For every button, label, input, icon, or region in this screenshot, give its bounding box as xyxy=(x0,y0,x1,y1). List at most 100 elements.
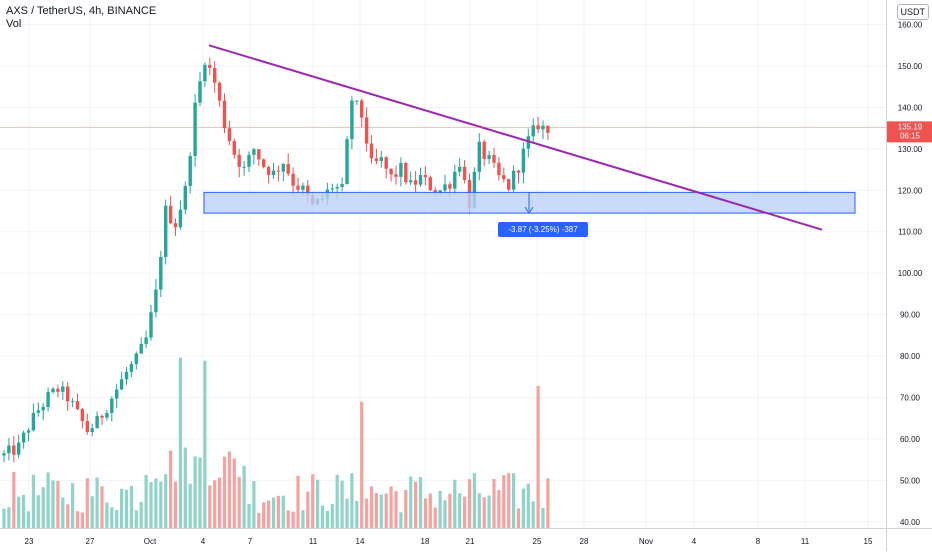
volume-bar xyxy=(546,478,550,528)
volume-bar xyxy=(296,475,300,528)
volume-bar xyxy=(291,511,295,528)
candle-body xyxy=(472,171,477,209)
candle-body xyxy=(546,125,550,133)
volume-bar xyxy=(541,507,545,528)
volume-bar xyxy=(276,495,280,528)
price-tick-label: 160.00 xyxy=(898,21,923,30)
candle-body xyxy=(110,398,114,413)
volume-bar xyxy=(281,495,285,528)
candlestick-chart[interactable]: -3.87 (-3.25%) -387 xyxy=(0,0,886,528)
volume-indicator-label[interactable]: Vol xyxy=(6,18,22,30)
volume-bar xyxy=(134,510,138,528)
trendline xyxy=(208,44,823,231)
volume-bar xyxy=(453,479,457,528)
candle-body xyxy=(423,175,428,178)
candle-body xyxy=(482,141,486,159)
currency-button[interactable]: USDT xyxy=(896,4,929,20)
time-tick-label: 7 xyxy=(248,537,253,546)
volume-bar xyxy=(26,511,31,528)
volume-bar xyxy=(369,486,374,528)
volume-bar xyxy=(340,480,344,528)
candle-body xyxy=(526,136,530,149)
candle-body xyxy=(340,184,344,187)
volume-bar xyxy=(178,357,182,528)
volume-bar xyxy=(428,493,432,528)
candle-body xyxy=(95,415,99,429)
volume-bar xyxy=(61,497,65,528)
time-tick-label: 23 xyxy=(25,537,34,546)
volume-bar xyxy=(399,512,403,528)
volume-bar xyxy=(252,481,256,528)
measure-label-bg xyxy=(498,222,588,237)
candle-body xyxy=(159,256,163,290)
time-axis[interactable]: 23 27 Oct 4 7 11 14 18 21 25 28 Nov 4 8 11 15 xyxy=(0,528,886,551)
chart-area[interactable]: -3.87 (-3.25%) -387 AXS / TetherUS, 4h, … xyxy=(0,0,886,528)
candle-body xyxy=(85,421,89,433)
time-tick-label: 4 xyxy=(692,537,697,546)
axis-corner xyxy=(886,528,932,551)
volume-bar xyxy=(379,494,383,528)
candle-body xyxy=(115,389,119,399)
volume-bar xyxy=(232,458,236,528)
volume-bar xyxy=(237,476,241,528)
volume-bar xyxy=(418,477,423,528)
volume-bar xyxy=(487,495,491,528)
volume-bar xyxy=(531,501,535,528)
candle-body xyxy=(26,430,31,433)
volume-bar xyxy=(355,500,359,528)
volume-bar xyxy=(482,497,486,528)
volume-bar xyxy=(12,471,16,528)
volume-bar xyxy=(115,510,119,528)
candle-body xyxy=(2,453,6,456)
candle-body xyxy=(438,190,442,192)
price-tick-label: 100.00 xyxy=(898,269,923,278)
volume-bar xyxy=(365,498,369,528)
volume-bar xyxy=(345,498,349,528)
candle-body xyxy=(266,167,271,176)
candle-body xyxy=(276,170,281,172)
volume-bar xyxy=(325,510,329,528)
measure-label: -3.87 (-3.25%) -387 xyxy=(498,222,588,237)
volume-bar xyxy=(443,500,447,528)
volume-bar xyxy=(512,473,516,528)
symbol-title: AXS / TetherUS, 4h, BINANCE xyxy=(6,5,157,17)
volume-bar xyxy=(2,508,6,528)
volume-bar xyxy=(213,480,217,528)
volume-bar xyxy=(316,479,320,528)
price-tick-label: 150.00 xyxy=(898,62,923,71)
price-axis[interactable]: USDT 160.00 150.00 140.00 130.00 120.00 110.0… xyxy=(886,0,932,528)
time-tick-label: 8 xyxy=(756,537,761,546)
candle-body xyxy=(433,190,437,192)
volume-bar xyxy=(242,465,246,528)
time-tick-label: 4 xyxy=(201,537,206,546)
candle-body xyxy=(399,163,403,177)
volume-bar xyxy=(169,450,173,528)
volume-bar xyxy=(154,478,158,528)
volume-bar xyxy=(36,495,40,528)
volume-bar xyxy=(124,489,129,528)
volume-bar xyxy=(389,486,393,528)
candle-body xyxy=(198,81,202,103)
candle-body xyxy=(149,312,153,338)
volume-bar xyxy=(41,487,45,528)
price-tick-label: 110.00 xyxy=(898,228,922,237)
candle-body xyxy=(369,143,374,159)
candle-body xyxy=(188,155,192,186)
candle-body xyxy=(394,174,398,177)
candle-body xyxy=(134,353,138,365)
volume-bar xyxy=(75,511,80,528)
volume-bar xyxy=(208,485,212,528)
candle-body xyxy=(262,159,266,168)
measure-label-text: -3.87 (-3.25%) -387 xyxy=(508,225,578,234)
candle-body xyxy=(173,223,178,228)
volume-bar xyxy=(198,457,202,528)
candle-body xyxy=(281,164,285,172)
volume-bar xyxy=(22,494,26,528)
time-tick-label: 21 xyxy=(466,537,475,546)
volume-bar xyxy=(458,493,462,528)
candle-body xyxy=(364,117,369,144)
time-tick-label: 18 xyxy=(421,537,430,546)
volume-bar xyxy=(262,502,266,528)
time-tick-label: 27 xyxy=(86,537,95,546)
volume-bar xyxy=(95,477,99,528)
